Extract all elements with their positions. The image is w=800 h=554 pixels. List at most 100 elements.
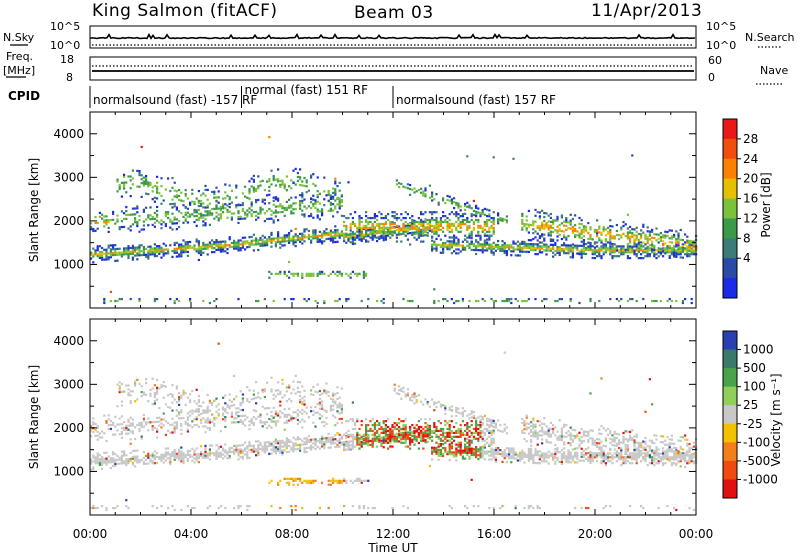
data-cell <box>461 222 464 226</box>
data-cell <box>277 389 280 392</box>
data-cell <box>444 218 447 222</box>
data-cell <box>197 457 200 460</box>
data-cell <box>450 236 453 239</box>
data-cell <box>358 433 361 436</box>
data-cell <box>376 215 379 218</box>
data-cell <box>602 251 605 254</box>
data-cell <box>180 508 183 512</box>
data-cell <box>371 433 374 436</box>
data-cell <box>470 478 473 481</box>
data-cell <box>409 437 412 440</box>
data-cell <box>356 230 359 233</box>
data-cell <box>351 445 354 448</box>
data-cell <box>532 224 535 227</box>
data-cell <box>279 270 282 273</box>
data-cell <box>164 248 167 251</box>
data-cell <box>391 215 394 218</box>
data-cell <box>681 247 684 250</box>
data-cell <box>646 230 649 233</box>
data-cell <box>279 451 282 454</box>
data-cell <box>312 393 315 397</box>
data-cell <box>433 425 436 429</box>
data-cell <box>131 256 134 259</box>
data-cell <box>521 240 524 243</box>
data-cell <box>173 454 176 457</box>
data-cell <box>398 225 401 228</box>
data-cell <box>448 408 451 411</box>
data-cell <box>321 441 324 444</box>
data-cell <box>453 244 456 247</box>
data-cell <box>299 477 302 480</box>
data-cell <box>398 228 401 231</box>
data-cell <box>450 246 453 249</box>
data-cell <box>301 242 304 245</box>
data-cell <box>483 213 486 216</box>
data-cell <box>285 445 288 448</box>
data-cell <box>290 477 293 480</box>
data-cell <box>413 231 416 234</box>
data-cell <box>446 216 449 220</box>
data-cell <box>142 224 145 227</box>
data-cell <box>149 458 152 461</box>
data-cell <box>321 232 324 235</box>
data-cell <box>371 228 374 231</box>
data-cell <box>222 248 225 251</box>
data-cell <box>112 210 115 214</box>
data-cell <box>151 217 154 221</box>
data-cell <box>558 229 561 233</box>
data-cell <box>525 227 528 230</box>
data-cell <box>153 299 156 303</box>
data-cell <box>318 403 321 406</box>
data-cell <box>140 394 143 398</box>
data-cell <box>653 247 656 250</box>
data-cell <box>294 239 297 242</box>
data-cell <box>153 184 156 188</box>
data-cell <box>488 226 491 229</box>
data-cell <box>129 424 132 427</box>
data-cell <box>312 229 315 232</box>
data-cell <box>450 200 453 203</box>
data-cell <box>312 479 315 482</box>
data-cell <box>186 430 189 433</box>
data-cell <box>228 205 231 209</box>
data-cell <box>96 249 99 252</box>
data-cell <box>98 463 101 467</box>
data-cell <box>622 251 625 254</box>
data-cell <box>475 239 478 242</box>
data-cell <box>153 217 156 220</box>
data-cell <box>153 420 156 424</box>
data-cell <box>490 297 493 301</box>
data-cell <box>206 253 209 256</box>
data-cell <box>112 453 115 456</box>
data-cell <box>580 223 583 226</box>
power-ylabel: Slant Range [km] <box>27 158 41 262</box>
data-cell <box>283 187 286 190</box>
data-cell <box>195 209 198 212</box>
data-cell <box>349 213 352 216</box>
data-cell <box>631 235 634 239</box>
data-cell <box>338 406 341 409</box>
data-cell <box>120 432 123 436</box>
data-cell <box>446 246 449 249</box>
data-cell <box>266 447 269 450</box>
data-cell <box>279 183 282 186</box>
data-cell <box>217 196 220 199</box>
data-cell <box>457 248 460 251</box>
data-cell <box>479 238 482 241</box>
data-cell <box>208 419 211 422</box>
data-cell <box>453 236 456 239</box>
data-cell <box>96 434 99 437</box>
data-cell <box>633 234 636 237</box>
data-cell <box>270 241 273 244</box>
data-cell <box>391 234 394 237</box>
data-cell <box>413 429 416 433</box>
data-cell <box>171 409 174 412</box>
data-cell <box>160 256 163 259</box>
data-cell <box>644 235 647 238</box>
data-cell <box>224 250 227 253</box>
data-cell <box>90 226 93 229</box>
data-cell <box>162 418 165 421</box>
data-cell <box>461 449 464 452</box>
data-cell <box>389 427 392 431</box>
